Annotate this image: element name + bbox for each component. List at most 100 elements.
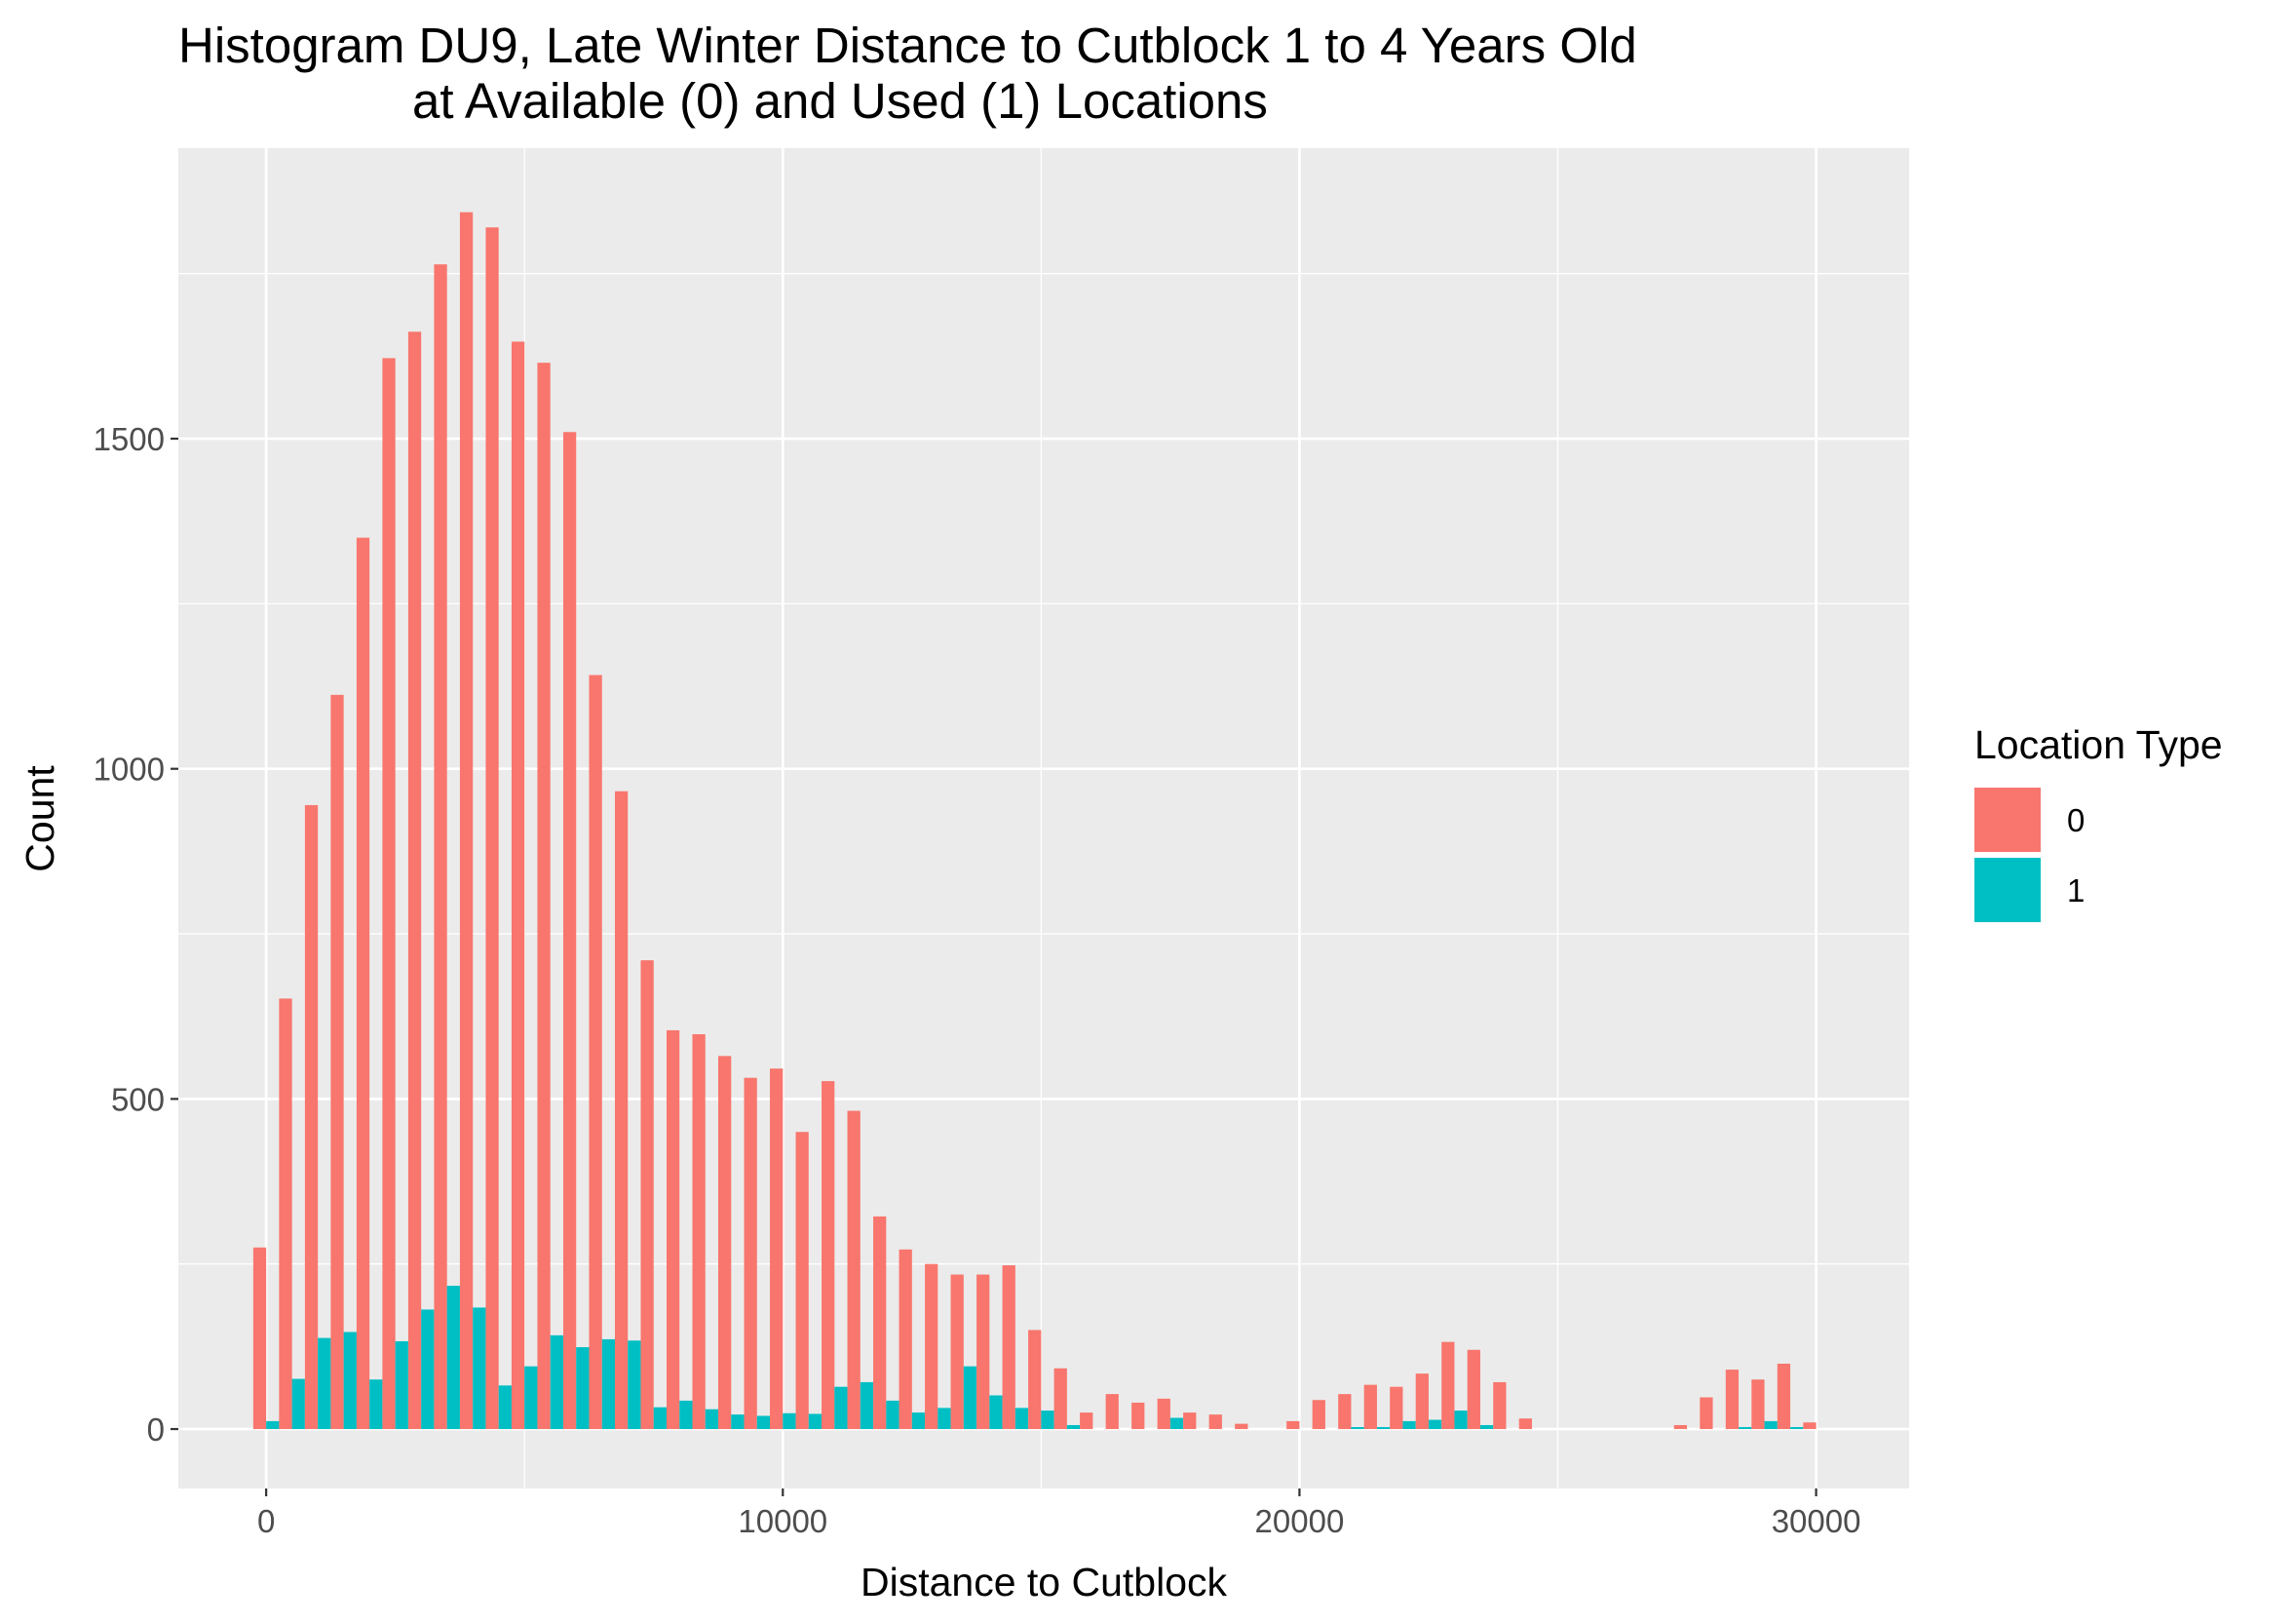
bar-series-0-bin-21000 xyxy=(1338,1394,1352,1430)
bar-series-1-bin-0 xyxy=(266,1420,280,1430)
bar-series-0-bin-11000 xyxy=(822,1081,835,1430)
bar-series-0-bin-19000 xyxy=(1235,1423,1248,1430)
bar-series-1-bin-4500 xyxy=(498,1385,512,1430)
bar-series-0-bin-24500 xyxy=(1518,1418,1532,1430)
bar-series-0-bin-7000 xyxy=(614,791,629,1430)
bar-series-0-bin-13500 xyxy=(950,1274,964,1430)
bar-series-1-bin-21000 xyxy=(1351,1427,1364,1430)
bar-series-0-bin-500 xyxy=(279,998,292,1430)
bar-series-0-bin-12500 xyxy=(899,1249,912,1430)
bar-series-0-bin-5500 xyxy=(537,363,551,1430)
bar-series-1-bin-23000 xyxy=(1454,1410,1468,1430)
bar-series-0-bin-27500 xyxy=(1673,1424,1688,1430)
bar-series-0-bin-22500 xyxy=(1415,1373,1429,1430)
bar-series-0-bin-3000 xyxy=(407,331,422,1430)
bar-series-1-bin-8500 xyxy=(705,1409,719,1430)
bar-series-0-bin-16000 xyxy=(1080,1412,1093,1430)
bar-series-1-bin-29000 xyxy=(1764,1420,1778,1430)
y-tick-label: 1500 xyxy=(94,421,165,457)
bar-series-0-bin-15500 xyxy=(1053,1368,1067,1430)
bar-series-1-bin-12000 xyxy=(886,1400,899,1430)
bar-series-0-bin-18000 xyxy=(1183,1412,1197,1430)
bar-series-1-bin-5500 xyxy=(550,1334,563,1430)
bar-series-0-bin-1000 xyxy=(304,804,319,1430)
bar-series-0-bin-23500 xyxy=(1467,1349,1480,1430)
bar-series-0-bin-2500 xyxy=(382,358,396,1430)
legend-title: Location Type xyxy=(1974,722,2223,767)
bar-series-0-bin-12000 xyxy=(873,1216,887,1430)
y-axis-title: Count xyxy=(18,765,62,872)
bar-series-1-bin-13500 xyxy=(963,1366,977,1430)
chart-title: Histogram DU9, Late Winter Distance to C… xyxy=(178,18,1637,73)
bar-series-1-bin-15000 xyxy=(1041,1410,1054,1430)
bar-series-0-bin-11500 xyxy=(847,1110,861,1430)
bar-series-1-bin-13000 xyxy=(938,1408,951,1430)
bar-series-0-bin-28000 xyxy=(1700,1397,1713,1430)
bar-series-1-bin-1000 xyxy=(318,1337,331,1430)
bar-series-1-bin-2000 xyxy=(369,1379,383,1430)
bar-series-0-bin-9000 xyxy=(718,1056,732,1430)
bar-series-1-bin-5000 xyxy=(524,1366,538,1430)
bar-series-0-bin-16500 xyxy=(1105,1394,1119,1430)
bar-series-1-bin-22000 xyxy=(1402,1420,1416,1430)
bar-series-1-bin-11000 xyxy=(834,1386,848,1430)
bar-series-1-bin-17500 xyxy=(1169,1417,1184,1430)
bar-series-1-bin-3500 xyxy=(446,1286,460,1430)
bar-series-0-bin-29000 xyxy=(1751,1379,1765,1430)
bar-series-0-bin-6000 xyxy=(562,432,577,1430)
x-tick-label: 20000 xyxy=(1255,1503,1345,1539)
bar-series-1-bin-23500 xyxy=(1479,1424,1494,1430)
bar-series-1-bin-2500 xyxy=(395,1340,408,1430)
bar-series-0-bin-1500 xyxy=(330,694,344,1430)
bar-series-1-bin-10500 xyxy=(808,1413,823,1430)
bar-series-0-bin-17500 xyxy=(1157,1398,1170,1430)
y-tick-label: 0 xyxy=(147,1411,165,1448)
major-grid-lines xyxy=(178,148,1909,1488)
bar-series-0-bin-17000 xyxy=(1131,1402,1145,1430)
bar-series-0-bin-21500 xyxy=(1363,1384,1377,1430)
bar-series-0-bin-29500 xyxy=(1777,1363,1791,1430)
bar-series-1-bin-28500 xyxy=(1739,1427,1752,1430)
bars-group xyxy=(252,212,1817,1430)
bar-series-0-bin-7500 xyxy=(640,960,654,1430)
bar-series-0-bin-24000 xyxy=(1493,1381,1507,1430)
bar-series-1-bin-9500 xyxy=(756,1415,771,1430)
x-tick-label: 30000 xyxy=(1772,1503,1861,1539)
bar-series-0-bin-4000 xyxy=(459,212,474,1430)
bar-series-0-bin-14500 xyxy=(1002,1265,1015,1430)
legend-label-0: 0 xyxy=(2067,802,2085,838)
bar-series-0-bin-23000 xyxy=(1441,1341,1455,1430)
bar-series-1-bin-9000 xyxy=(731,1414,745,1430)
x-tick-label: 10000 xyxy=(738,1503,827,1539)
bar-series-0-bin-9500 xyxy=(744,1077,757,1430)
bar-series-0-bin-3500 xyxy=(434,264,447,1430)
y-tick-label: 1000 xyxy=(94,752,165,788)
bar-series-1-bin-8000 xyxy=(679,1400,693,1430)
bar-series-1-bin-22500 xyxy=(1428,1419,1442,1430)
bar-series-1-bin-7500 xyxy=(653,1407,667,1430)
bar-series-1-bin-11500 xyxy=(860,1381,874,1430)
bar-series-1-bin-3000 xyxy=(421,1309,435,1430)
bar-series-0-bin-6500 xyxy=(589,675,602,1430)
chart-subtitle: at Available (0) and Used (1) Locations xyxy=(412,73,1268,129)
legend: Location Type 0 1 xyxy=(1974,722,2223,922)
bar-series-1-bin-10000 xyxy=(783,1412,796,1430)
bar-series-0-bin-14000 xyxy=(976,1274,990,1430)
bar-series-1-bin-7000 xyxy=(628,1340,641,1430)
x-axis-title: Distance to Cutblock xyxy=(861,1560,1228,1604)
bar-series-1-bin-12500 xyxy=(911,1412,926,1430)
bar-series-1-bin-1500 xyxy=(343,1332,357,1430)
bar-series-0-bin-18500 xyxy=(1208,1414,1222,1430)
bar-series-1-bin-15500 xyxy=(1066,1424,1081,1430)
bar-series-0-bin-13000 xyxy=(925,1263,938,1430)
bar-series-1-bin-21500 xyxy=(1376,1427,1391,1430)
bar-series-0-bin-10000 xyxy=(770,1068,784,1430)
bar-series-0-bin-4500 xyxy=(485,227,499,1430)
legend-key-0 xyxy=(1974,788,2041,852)
bar-series-0-bin-8000 xyxy=(666,1029,680,1430)
bar-series-0-bin-2000 xyxy=(356,537,370,1430)
bar-series-1-bin-500 xyxy=(291,1378,305,1430)
bar-series-1-bin-14500 xyxy=(1014,1408,1029,1430)
x-tick-label: 0 xyxy=(257,1503,275,1539)
